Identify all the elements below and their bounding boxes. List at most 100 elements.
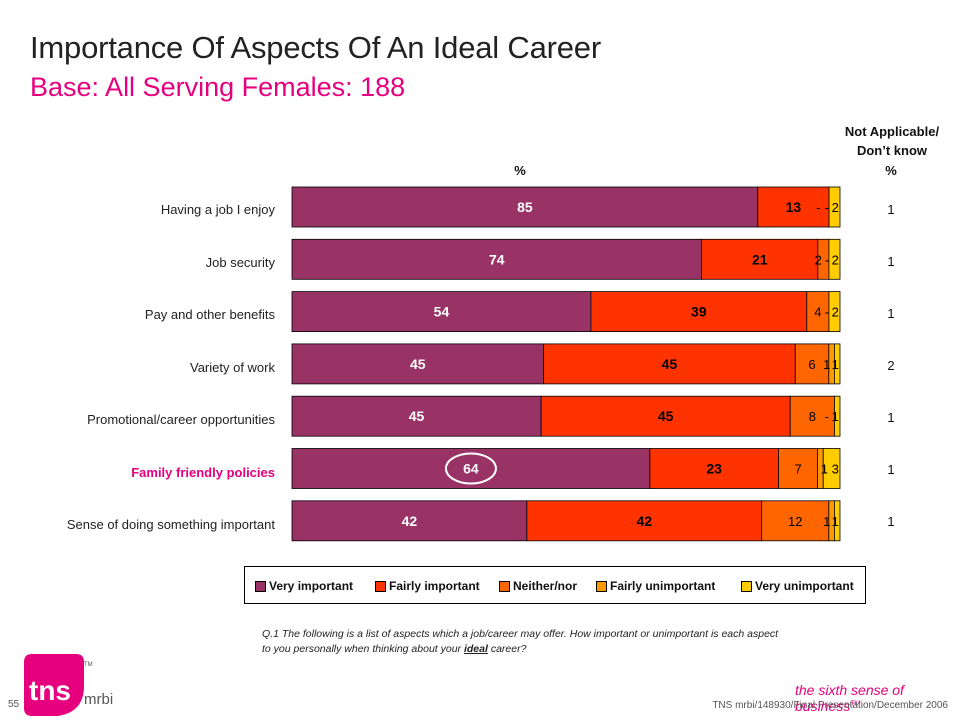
tagline-text: the sixth sense of business <box>795 682 904 714</box>
data-label-very-unimportant: 1 <box>832 357 839 372</box>
data-label-very-important: 64 <box>463 461 479 477</box>
bar-segment-fairly-important <box>701 238 819 280</box>
legend-label: Fairly important <box>389 579 480 593</box>
data-label-very-important: 74 <box>489 251 505 267</box>
bar-segment-fairly-important <box>757 186 830 228</box>
data-label-very-important: 45 <box>409 408 425 424</box>
legend-label: Fairly unimportant <box>610 579 716 593</box>
category-label: Variety of work <box>189 360 275 375</box>
bar-segment-very-unimportant <box>834 500 841 542</box>
data-label-neither-nor: 7 <box>794 462 801 477</box>
legend-label: Neither/nor <box>513 579 578 593</box>
legend-swatch <box>375 580 386 592</box>
bar-segment-very-important <box>291 343 545 385</box>
bar-segment-neither-nor <box>794 343 830 385</box>
data-label-very-important: 42 <box>402 513 418 529</box>
legend-item-neither-nor: Neither/nor <box>499 579 577 593</box>
data-label-fairly-important: 13 <box>786 199 802 215</box>
question-note: Q.1 The following is a list of aspects w… <box>262 627 782 657</box>
category-label: Having a job I enjoy <box>160 202 275 217</box>
bar-segment-fairly-important <box>649 448 779 489</box>
bar-segment-fairly-important <box>543 343 796 385</box>
bar-segment-neither-nor <box>789 395 835 437</box>
data-label-very-important: 45 <box>410 356 426 372</box>
data-label-neither-nor: 12 <box>788 514 802 529</box>
legend-label: Very important <box>269 579 354 593</box>
data-label-fairly-important: 45 <box>662 356 678 372</box>
na-value: 1 <box>887 410 895 425</box>
tagline-tm: TM <box>850 700 861 708</box>
logo-shape <box>24 654 84 716</box>
data-label-fairly-unimportant: - <box>825 409 829 424</box>
na-header-line1: Not Applicable/ <box>844 124 940 139</box>
data-label-fairly-unimportant: - <box>825 252 829 267</box>
data-label-fairly-important: 23 <box>706 461 722 477</box>
data-label-very-important: 85 <box>517 199 533 215</box>
data-label-neither-nor: - <box>816 200 820 215</box>
logo-tm: TM <box>84 662 93 668</box>
bar-segment-very-unimportant <box>822 448 841 489</box>
footer-reference: TNS mrbi/148930/Final Presentation/Decem… <box>712 700 948 711</box>
data-label-very-unimportant: 3 <box>832 462 839 477</box>
data-label-fairly-unimportant: 1 <box>823 514 830 529</box>
logo-text: tns <box>29 675 71 706</box>
bar-segment-fairly-important <box>590 291 808 333</box>
bar-segment-fairly-important <box>540 395 791 437</box>
category-label-highlighted: Family friendly policies <box>131 465 275 480</box>
data-label-very-unimportant: 2 <box>832 200 839 215</box>
legend-label: Very unimportant <box>755 579 854 593</box>
category-label: Sense of doing something important <box>66 517 275 532</box>
na-value: 1 <box>887 514 895 529</box>
bar-segment-very-unimportant <box>834 395 841 437</box>
data-label-very-unimportant: 1 <box>832 514 839 529</box>
page-subtitle: Base: All Serving Females: 188 <box>30 72 406 102</box>
na-value: 2 <box>887 358 895 373</box>
note-text-end: career? <box>487 643 527 655</box>
data-label-fairly-important: 45 <box>658 408 674 424</box>
bar-segment-fairly-unimportant <box>828 343 835 385</box>
note-emphasis: ideal <box>463 643 488 655</box>
legend-item-very-important: Very important <box>255 579 353 593</box>
bar-segment-very-important <box>291 291 592 333</box>
category-label: Pay and other benefits <box>144 307 275 322</box>
legend-item-fairly-unimportant: Fairly unimportant <box>596 579 715 593</box>
na-value: 1 <box>887 306 895 321</box>
legend-swatch <box>596 580 607 592</box>
highlight-circle <box>444 452 497 485</box>
na-value: 1 <box>887 202 895 217</box>
page-title: Importance Of Aspects Of An Ideal Career <box>30 30 601 65</box>
bar-segment-very-important <box>291 186 759 228</box>
data-label-very-important: 54 <box>434 304 450 320</box>
bar-segment-very-unimportant <box>834 343 841 385</box>
bar-segment-very-unimportant <box>828 186 841 228</box>
na-value: 1 <box>887 254 895 269</box>
bar-segment-very-unimportant <box>828 238 841 280</box>
bar-segment-fairly-unimportant <box>817 448 824 489</box>
data-label-fairly-unimportant: - <box>825 305 829 320</box>
legend-swatch <box>741 580 752 592</box>
bar-segment-neither-nor <box>817 238 830 280</box>
data-label-fairly-unimportant: 1 <box>821 462 828 477</box>
data-label-neither-nor: 2 <box>815 252 822 267</box>
data-label-fairly-important: 21 <box>752 251 768 267</box>
page-number: 55 <box>8 699 20 710</box>
bar-segment-neither-nor <box>806 291 830 333</box>
category-label: Job security <box>205 255 275 270</box>
category-label: Promotional/career opportunities <box>87 412 275 427</box>
na-header-line2: Don’t know <box>856 143 928 158</box>
bar-segment-very-important <box>291 395 542 437</box>
data-label-very-unimportant: 2 <box>832 252 839 267</box>
na-value: 1 <box>887 462 895 477</box>
data-label-very-unimportant: 1 <box>832 409 839 424</box>
tns-mrbi-logo: tns mrbi TM <box>24 654 113 716</box>
bar-segment-very-unimportant <box>828 291 841 333</box>
note-text: Q.1 The following is a list of aspects w… <box>262 628 779 655</box>
bar-segment-fairly-important <box>526 500 763 542</box>
data-label-fairly-unimportant: - <box>825 200 829 215</box>
bar-segment-very-important <box>291 448 651 489</box>
data-label-neither-nor: 4 <box>814 305 821 320</box>
data-label-neither-nor: 8 <box>809 409 816 424</box>
bar-segment-very-important <box>291 500 528 542</box>
percent-header: % <box>514 163 526 178</box>
legend-item-very-unimportant: Very unimportant <box>741 579 854 593</box>
